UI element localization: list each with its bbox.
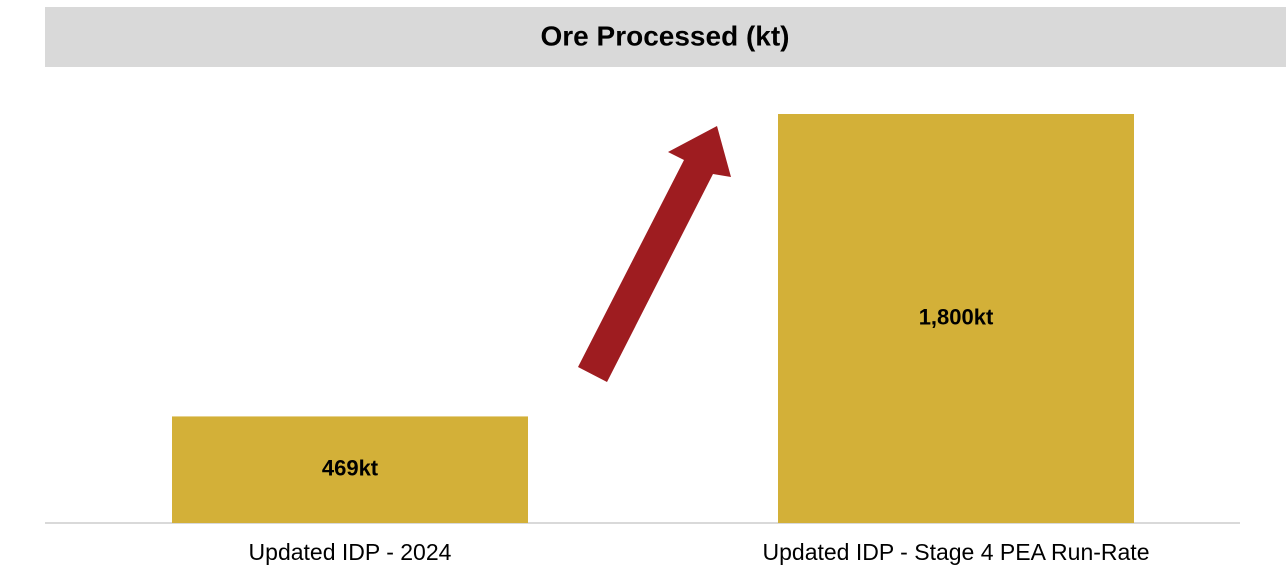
growth-arrow: [578, 126, 731, 382]
bar: [172, 416, 528, 523]
x-tick-label: Updated IDP - 2024: [249, 539, 452, 565]
value-label: 469kt: [322, 456, 379, 481]
chart-title: Ore Processed (kt): [541, 20, 790, 51]
value-label: 1,800kt: [919, 304, 994, 329]
bar: [778, 114, 1134, 523]
x-tick-label: Updated IDP - Stage 4 PEA Run-Rate: [763, 539, 1150, 565]
title-band: [45, 7, 1286, 67]
